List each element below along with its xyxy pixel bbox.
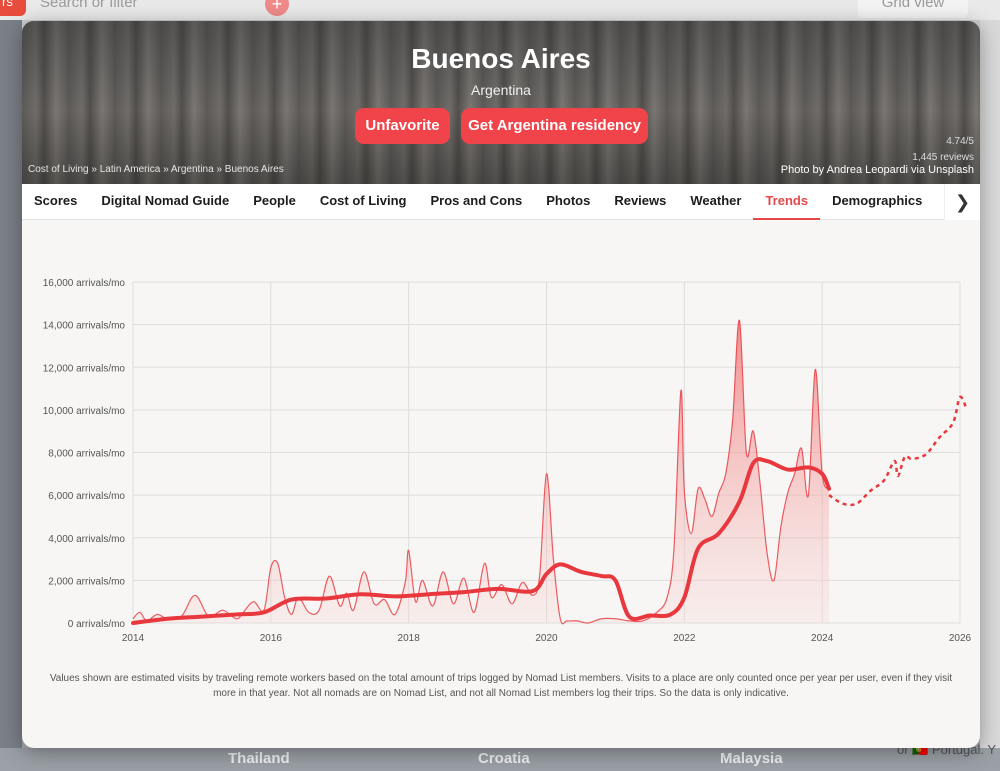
y-tick-label: 0 arrivals/mo xyxy=(68,619,126,630)
trends-chart-svg: 0 arrivals/mo 2,000 arrivals/mo 4,000 arri… xyxy=(43,278,972,644)
background-city-card-label: Croatia xyxy=(478,750,530,767)
tab-weather[interactable]: Weather xyxy=(690,192,742,208)
city-hero-photo: Buenos Aires Argentina Unfavorite Get Ar… xyxy=(22,21,980,184)
x-tick-label: 2024 xyxy=(811,633,834,644)
chevron-right-icon[interactable]: ❯ xyxy=(944,184,980,220)
tab-demographics[interactable]: Demographics xyxy=(832,192,923,208)
chart-disclaimer: Values shown are estimated visits by tra… xyxy=(49,673,953,699)
tab-people[interactable]: People xyxy=(253,192,296,208)
unfavorite-button[interactable]: Unfavorite xyxy=(355,108,450,144)
background-bottom-cards xyxy=(0,748,1000,771)
y-tick-label: 6,000 arrivals/mo xyxy=(48,491,125,502)
city-title: Buenos Aires xyxy=(411,43,591,74)
x-tick-label: 2014 xyxy=(122,633,145,644)
monthly-area-fill xyxy=(133,320,830,624)
photo-credit[interactable]: Photo by Andrea Leopardi via Unsplash xyxy=(780,164,974,176)
background-right-cards xyxy=(980,20,1000,771)
y-tick-label: 8,000 arrivals/mo xyxy=(48,449,125,460)
x-tick-label: 2026 xyxy=(949,633,972,644)
tab-cost-of-living[interactable]: Cost of Living xyxy=(319,192,407,208)
tab-reviews[interactable]: Reviews xyxy=(614,192,667,208)
background-search-input[interactable]: Search or filter xyxy=(40,0,138,11)
tab-photos[interactable]: Photos xyxy=(546,192,591,208)
rating-block: 4.74/5 1,445 reviews xyxy=(912,134,974,166)
country-subtitle[interactable]: Argentina xyxy=(471,82,531,98)
tab-scores[interactable]: Scores xyxy=(34,192,78,208)
background-left-cards xyxy=(0,20,22,771)
y-tick-label: 16,000 arrivals/mo xyxy=(43,278,126,289)
add-filter-icon[interactable]: + xyxy=(265,0,289,16)
breadcrumb[interactable]: Cost of Living » Latin America » Argenti… xyxy=(28,164,284,175)
x-tick-label: 2018 xyxy=(398,633,421,644)
tab-bar: Scores Digital Nomad Guide People Cost o… xyxy=(22,184,980,220)
grid-view-button[interactable]: Grid view xyxy=(858,0,968,18)
y-tick-label: 2,000 arrivals/mo xyxy=(48,576,125,587)
background-topbar: rs Search or filter + Grid view xyxy=(0,0,1000,20)
background-city-card-label: Thailand xyxy=(228,750,290,767)
y-tick-label: 10,000 arrivals/mo xyxy=(43,406,126,417)
x-tick-label: 2022 xyxy=(673,633,696,644)
y-tick-label: 14,000 arrivals/mo xyxy=(43,321,126,332)
tab-pros-and-cons[interactable]: Pros and Cons xyxy=(430,192,523,208)
background-city-card-label: Malaysia xyxy=(720,750,783,767)
tab-digital-nomad-guide[interactable]: Digital Nomad Guide xyxy=(101,192,230,208)
y-tick-label: 4,000 arrivals/mo xyxy=(48,534,125,545)
monthly-line xyxy=(132,319,830,625)
city-modal: Buenos Aires Argentina Unfavorite Get Ar… xyxy=(22,21,980,748)
background-tag: rs xyxy=(0,0,26,16)
trends-chart: 0 arrivals/mo 2,000 arrivals/mo 4,000 arri… xyxy=(22,220,980,660)
y-tick-label: 12,000 arrivals/mo xyxy=(43,363,126,374)
x-tick-label: 2020 xyxy=(535,633,558,644)
get-residency-button[interactable]: Get Argentina residency xyxy=(461,108,648,144)
tab-trends[interactable]: Trends xyxy=(753,184,821,220)
trend-line xyxy=(131,457,832,625)
forecast-line xyxy=(828,395,969,507)
rating-score: 4.74/5 xyxy=(946,136,974,147)
x-tick-label: 2016 xyxy=(260,633,283,644)
review-count[interactable]: 1,445 reviews xyxy=(912,152,974,163)
